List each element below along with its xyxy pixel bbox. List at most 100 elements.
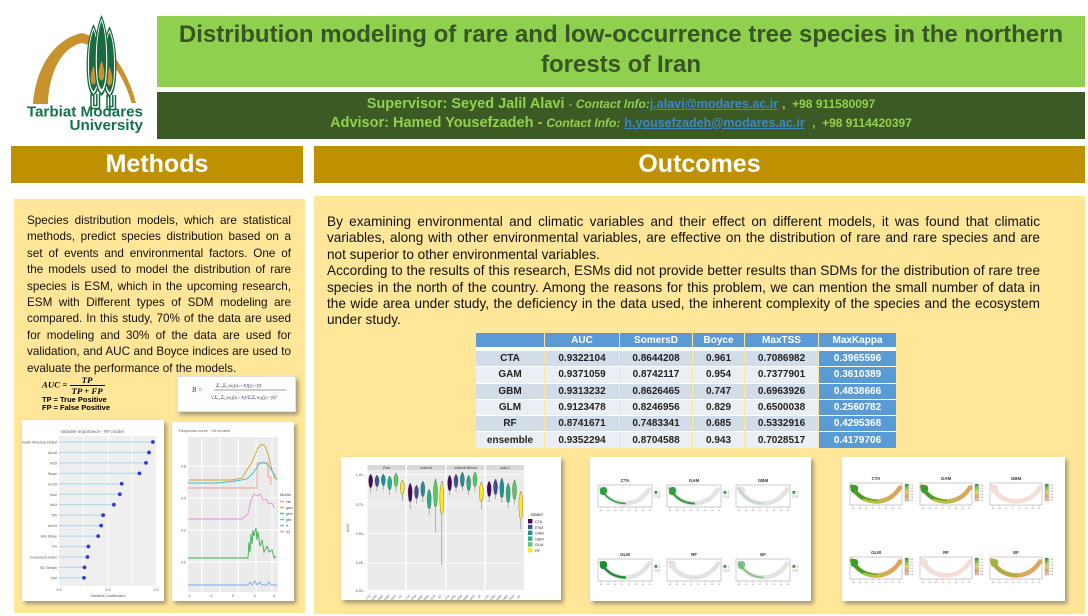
svg-text:0.5: 0.5	[910, 494, 914, 496]
svg-text:48: 48	[992, 508, 995, 510]
svg-text:55: 55	[718, 510, 721, 512]
svg-text:0.00 -: 0.00 -	[356, 589, 366, 593]
svg-text:GAM: GAM	[456, 593, 464, 600]
svg-text:0.6: 0.6	[910, 565, 914, 567]
svg-text:51: 51	[942, 582, 945, 584]
svg-text:Σᵣ₁Σᵢ₁wᵢⱼ(xᵢ−x̅)(yⱼ−y̅): Σᵣ₁Σᵢ₁wᵢⱼ(xᵢ−x̅)(yⱼ−y̅)	[215, 382, 261, 389]
svg-text:0.0: 0.0	[56, 588, 61, 592]
svg-text:0.3: 0.3	[980, 500, 984, 502]
svg-text:51: 51	[1012, 582, 1015, 584]
svg-text:50: 50	[614, 584, 617, 586]
svg-text:CTA: CTA	[535, 520, 543, 524]
svg-text:Climatic.Moisture.Deficit: Climatic.Moisture.Deficit	[22, 441, 57, 445]
svg-text:0.7: 0.7	[1050, 488, 1054, 490]
svg-text:0.5: 0.5	[910, 568, 914, 570]
svg-text:Model: Model	[280, 492, 291, 497]
svg-text:SD.Terrain: SD.Terrain	[40, 566, 57, 570]
svg-text:GBM: GBM	[423, 593, 431, 600]
svg-text:48: 48	[669, 510, 672, 512]
svg-text:48: 48	[738, 510, 741, 512]
svg-text:GBM: GBM	[1011, 476, 1022, 481]
svg-text:gbm: gbm	[286, 512, 293, 516]
svg-text:55: 55	[1038, 582, 1041, 584]
svg-text:Compound.Index: Compound.Index	[30, 556, 58, 560]
svg-text:52: 52	[697, 510, 700, 512]
svg-text:48: 48	[738, 584, 741, 586]
svg-text:1: 1	[659, 491, 661, 495]
svg-text:50: 50	[683, 584, 686, 586]
svg-text:1: 1	[728, 491, 730, 495]
svg-text:53: 53	[635, 510, 638, 512]
svg-text:0: 0	[728, 569, 730, 573]
svg-text:EF: EF	[1013, 550, 1019, 555]
svg-text:0.5: 0.5	[105, 588, 110, 592]
svg-text:GBM: GBM	[383, 593, 391, 600]
svg-text:55: 55	[787, 510, 790, 512]
svg-text:53: 53	[773, 584, 776, 586]
svg-text:53: 53	[1025, 582, 1028, 584]
svg-text:48: 48	[922, 508, 925, 510]
svg-text:54: 54	[961, 582, 964, 584]
svg-text:49: 49	[928, 508, 931, 510]
svg-text:51: 51	[872, 582, 875, 584]
svg-text:bio18: bio18	[48, 451, 57, 455]
svg-text:51: 51	[759, 584, 762, 586]
svg-text:GLM: GLM	[871, 550, 881, 555]
svg-text:0.2: 0.2	[181, 529, 186, 533]
svg-text:49: 49	[998, 508, 1001, 510]
svg-text:0.8: 0.8	[910, 559, 914, 561]
svg-text:1.0: 1.0	[153, 588, 158, 592]
svg-text:0.4: 0.4	[980, 497, 984, 499]
svg-text:50: 50	[865, 582, 868, 584]
svg-text:0: 0	[797, 495, 799, 499]
svg-text:glm: glm	[286, 518, 292, 522]
svg-text:53: 53	[704, 584, 707, 586]
svg-text:49: 49	[745, 584, 748, 586]
svg-text:51: 51	[759, 510, 762, 512]
svg-text:52: 52	[766, 584, 769, 586]
svg-text:50: 50	[752, 584, 755, 586]
svg-text:0.4: 0.4	[1050, 497, 1054, 499]
svg-text:51: 51	[690, 584, 693, 586]
svg-text:TWI: TWI	[50, 576, 57, 580]
svg-text:49: 49	[858, 508, 861, 510]
svg-text:50: 50	[1005, 508, 1008, 510]
svg-text:0.3: 0.3	[910, 574, 914, 576]
svg-text:GLM: GLM	[508, 593, 516, 600]
svg-text:bio2: bio2	[50, 493, 57, 497]
svg-text:AUC: AUC	[345, 523, 350, 532]
svg-text:54: 54	[711, 510, 714, 512]
svg-text:rf: rf	[286, 524, 288, 528]
svg-text:0.4: 0.4	[980, 571, 984, 573]
svg-text:0.5: 0.5	[980, 494, 984, 496]
svg-text:50: 50	[1005, 582, 1008, 584]
svg-text:-2: -2	[209, 594, 212, 598]
svg-text:48: 48	[600, 584, 603, 586]
svg-text:48: 48	[852, 582, 855, 584]
svg-text:52: 52	[766, 510, 769, 512]
svg-text:external: external	[420, 466, 432, 470]
svg-text:EF: EF	[760, 552, 766, 557]
svg-text:0: 0	[797, 569, 799, 573]
svg-text:0.8: 0.8	[980, 559, 984, 561]
svg-text:√Σᵣ₁Σᵢ₁wᵢⱼ(xᵢ−x̅)²ΣᵢΣᵣwᵢⱼ(yⱼ−y: √Σᵣ₁Σᵢ₁wᵢⱼ(xᵢ−x̅)²ΣᵢΣᵣwᵢⱼ(yⱼ−y̅)²	[211, 394, 277, 401]
svg-text:0.5: 0.5	[980, 568, 984, 570]
svg-text:53: 53	[635, 584, 638, 586]
svg-text:50: 50	[683, 510, 686, 512]
svg-text:52: 52	[948, 582, 951, 584]
svg-text:GLM: GLM	[390, 593, 398, 600]
svg-text:1: 1	[797, 491, 799, 495]
svg-text:CTA: CTA	[483, 594, 490, 600]
svg-text:0.50 -: 0.50 -	[356, 532, 366, 536]
svg-text:0.6: 0.6	[980, 491, 984, 493]
svg-text:53: 53	[1025, 508, 1028, 510]
svg-text:0.6: 0.6	[1050, 491, 1054, 493]
svg-text:GLM: GLM	[429, 593, 437, 600]
svg-text:cta: cta	[286, 500, 291, 504]
svg-text:CTA: CTA	[365, 594, 372, 600]
svg-text:GLM: GLM	[469, 593, 477, 600]
svg-text:GLM: GLM	[535, 543, 543, 547]
svg-text:0.6: 0.6	[980, 565, 984, 567]
svg-text:1.00 -: 1.00 -	[356, 473, 366, 477]
svg-text:GLM: GLM	[620, 552, 630, 557]
